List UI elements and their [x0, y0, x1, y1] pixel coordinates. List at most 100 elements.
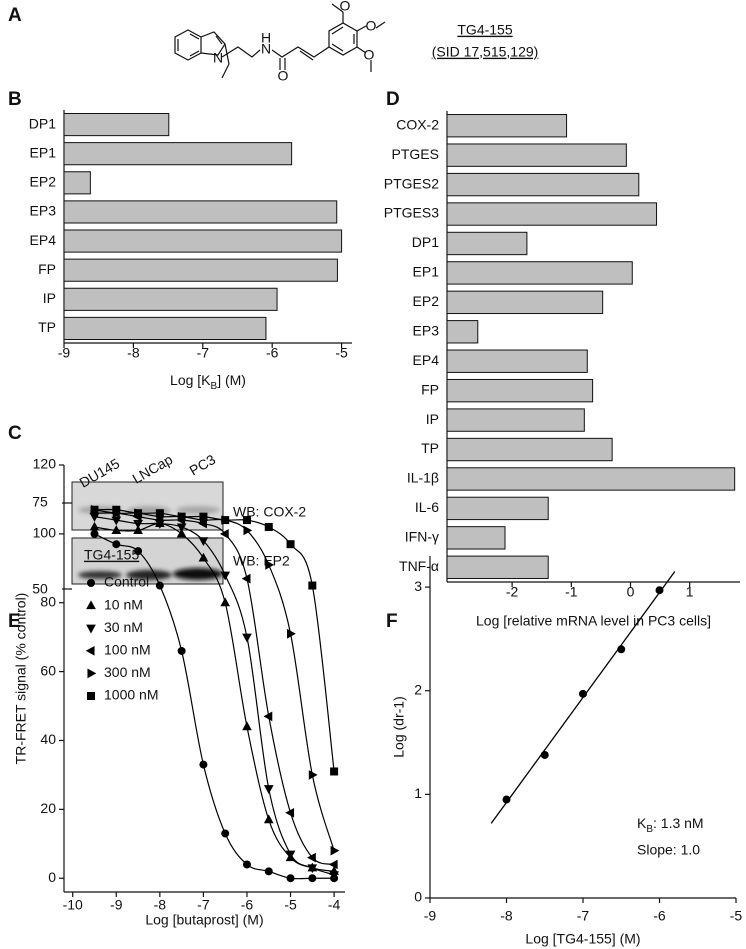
marker — [177, 512, 186, 521]
atom-label: N — [261, 41, 271, 57]
x-tick-label: -9 — [58, 345, 71, 361]
bar — [446, 408, 585, 432]
bar — [446, 114, 568, 138]
marker — [330, 845, 340, 856]
marker — [176, 528, 187, 538]
marker — [177, 646, 186, 655]
point — [579, 689, 587, 698]
compound-name: TG4-155 — [457, 22, 512, 38]
x-tick-label: -5 — [730, 908, 743, 924]
marker — [242, 721, 252, 731]
bar — [63, 287, 278, 311]
x-axis-label-part: ] (M) — [217, 372, 246, 388]
marker — [87, 692, 95, 700]
y-tick-label: 20 — [40, 800, 56, 816]
category-label: PTGES2 — [384, 175, 439, 191]
category-label: TP — [421, 440, 439, 456]
bar — [446, 172, 640, 197]
marker — [241, 573, 251, 584]
category-label: EP2 — [413, 293, 440, 309]
category-label: DP1 — [29, 115, 56, 131]
marker — [263, 785, 274, 794]
category-label: EP4 — [413, 352, 440, 368]
bar — [63, 229, 343, 253]
lane-label: LNCap — [129, 451, 175, 487]
x-tick-label: -7 — [577, 908, 590, 924]
marker — [111, 525, 122, 534]
marker — [285, 807, 295, 818]
atom-label: O — [278, 68, 289, 84]
marker — [242, 516, 251, 525]
marker — [329, 871, 339, 881]
legend-title: TG4-155 — [84, 547, 139, 563]
marker — [155, 509, 164, 518]
y-tick-label: 0 — [414, 889, 422, 905]
point — [655, 586, 664, 595]
marker — [86, 600, 96, 610]
x-tick-label: -5 — [284, 897, 297, 913]
structure — [174, 3, 386, 79]
marker — [86, 624, 96, 634]
marker — [265, 560, 275, 570]
x-tick-label: -2 — [506, 584, 519, 600]
bar — [446, 143, 627, 167]
legend-label: 100 nM — [104, 642, 151, 658]
x-tick-label: -6 — [241, 897, 254, 913]
panel-label: C — [8, 423, 22, 444]
x-tick-label: -8 — [127, 345, 140, 361]
panel-label: E — [8, 611, 21, 632]
x-axis-label-part: Log [K — [170, 372, 211, 388]
category-label: FP — [38, 261, 56, 277]
bar — [446, 437, 613, 462]
category-label: IL-6 — [415, 499, 439, 515]
marker — [263, 711, 273, 722]
category-label: IP — [426, 411, 439, 427]
y-tick-label: 120 — [33, 456, 57, 472]
bar — [446, 378, 594, 403]
marker — [133, 520, 143, 529]
y-tick-label: 3 — [414, 578, 422, 594]
legend-label: 10 nM — [104, 596, 143, 612]
category-label: EP3 — [413, 322, 440, 338]
x-axis-label: Log [butaprost] (M) — [145, 912, 263, 928]
marker — [112, 505, 121, 514]
category-label: COX-2 — [396, 116, 439, 132]
marker — [198, 552, 209, 562]
probe-label: WB: COX-2 — [233, 504, 306, 520]
marker — [307, 852, 316, 863]
x-tick-label: 0 — [627, 584, 635, 600]
marker — [198, 537, 209, 547]
x-tick-label: -8 — [154, 897, 167, 913]
annotation: KB: 1.3 nM — [637, 815, 704, 835]
category-label: EP3 — [30, 203, 57, 219]
marker — [264, 867, 273, 876]
marker — [111, 516, 122, 526]
y-tick-label: 2 — [414, 681, 422, 697]
category-label: PTGES — [392, 146, 439, 162]
bar — [446, 261, 633, 285]
point — [540, 750, 549, 759]
y-tick-label: 1 — [414, 785, 422, 801]
marker — [285, 850, 296, 860]
x-tick-label: -9 — [110, 897, 123, 913]
atom-label: H — [261, 30, 271, 46]
marker — [308, 770, 318, 780]
bar — [63, 200, 338, 224]
marker — [155, 581, 164, 590]
compound-id: (SID 17,515,129) — [432, 44, 539, 60]
marker — [308, 874, 317, 883]
marker — [90, 529, 99, 538]
marker — [85, 645, 95, 656]
panel-label: A — [8, 5, 22, 26]
marker — [220, 571, 231, 581]
marker — [287, 628, 296, 639]
category-label: EP4 — [30, 232, 57, 248]
marker — [134, 509, 143, 518]
marker — [199, 760, 208, 769]
panel-label: B — [8, 89, 22, 110]
category-label: EP1 — [413, 264, 440, 280]
size-marker: 75 — [32, 494, 48, 510]
legend-label: 1000 nM — [104, 687, 158, 703]
y-tick-label: 40 — [40, 731, 56, 747]
x-tick-label: -7 — [197, 345, 210, 361]
